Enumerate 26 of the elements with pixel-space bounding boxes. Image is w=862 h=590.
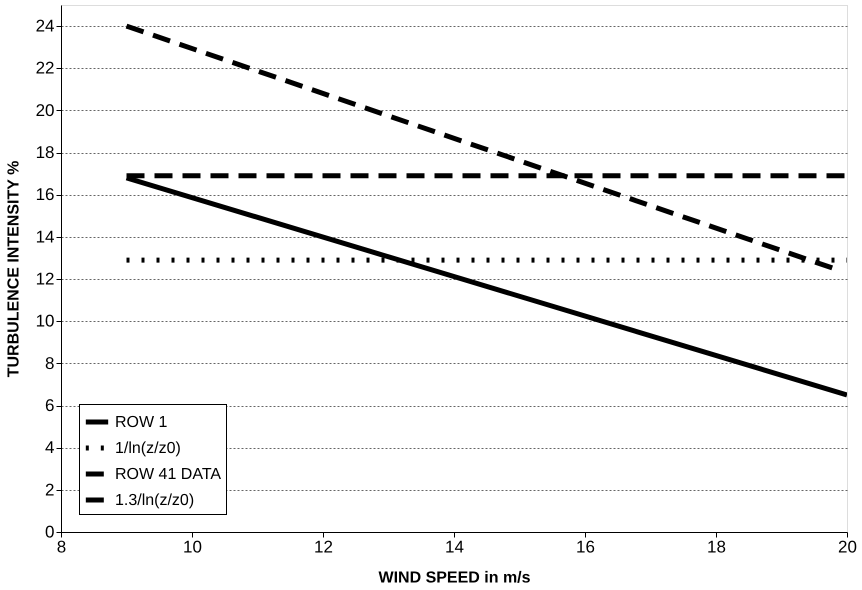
y-tick-label: 8 bbox=[45, 354, 54, 373]
x-tick-label: 10 bbox=[183, 538, 202, 556]
x-tick-label: 20 bbox=[838, 538, 857, 556]
y-tick-label: 6 bbox=[45, 396, 54, 416]
y-tick-label: 18 bbox=[36, 143, 54, 162]
y-tick-label: 0 bbox=[45, 522, 54, 542]
legend-label: ROW 41 DATA bbox=[115, 466, 222, 483]
x-axis-title: WIND SPEED in m/s bbox=[378, 570, 531, 586]
legend-label: 1/ln(z/z0) bbox=[115, 440, 181, 457]
y-axis-title: TURBULENCE INTENSITY % bbox=[6, 160, 23, 378]
y-tick-label: 22 bbox=[36, 58, 54, 78]
y-tick-label: 10 bbox=[36, 312, 54, 331]
y-tick-label: 16 bbox=[36, 185, 54, 204]
x-tick-label: 12 bbox=[314, 538, 333, 556]
y-tick-label: 24 bbox=[36, 16, 54, 36]
legend-label: 1.3/ln(z/z0) bbox=[115, 492, 194, 509]
x-tick-label: 16 bbox=[576, 538, 595, 556]
y-tick-label: 20 bbox=[36, 100, 54, 120]
x-tick-label: 14 bbox=[445, 538, 464, 556]
legend-label: ROW 1 bbox=[115, 414, 168, 431]
y-tick-label: 2 bbox=[45, 480, 54, 500]
y-tick-label: 14 bbox=[36, 227, 54, 246]
x-tick-label: 18 bbox=[707, 538, 726, 556]
x-tick-label: 8 bbox=[56, 538, 66, 556]
y-tick-label: 4 bbox=[45, 438, 54, 458]
y-tick-label: 12 bbox=[36, 270, 54, 289]
